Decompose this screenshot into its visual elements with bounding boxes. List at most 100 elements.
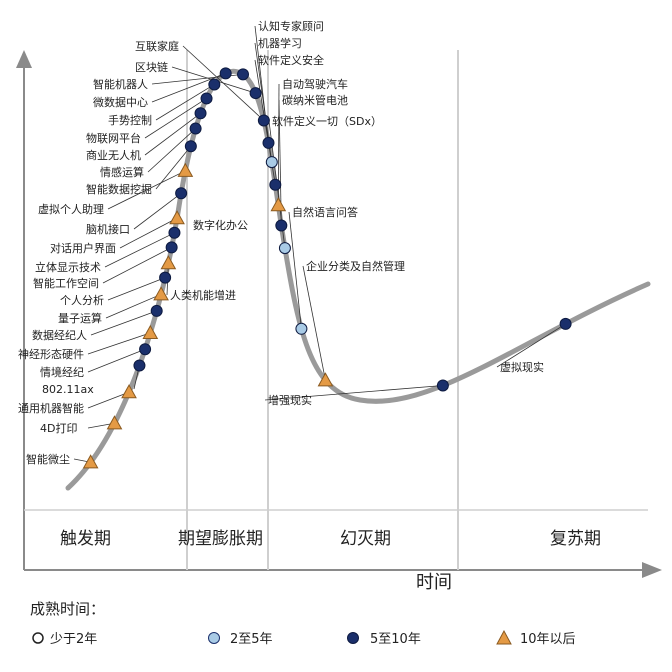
point-2-marker (121, 384, 137, 399)
point-18-label: 物联网平台 (86, 131, 141, 145)
point-8-label: 个人分析 (60, 293, 104, 307)
point-32-leader (264, 385, 443, 401)
point-31-marker (317, 372, 334, 387)
y-axis-arrow (16, 50, 32, 68)
point-5-label: 神经形态硬件 (18, 347, 84, 361)
point-18-leader (144, 98, 207, 139)
point-12-leader (119, 217, 178, 249)
point-20-label: 微数据中心 (93, 95, 148, 109)
point-23-leader (182, 45, 265, 121)
point-15-leader (155, 145, 192, 190)
point-7-label: 量子运算 (58, 311, 102, 325)
point-19-leader (155, 84, 215, 121)
point-16-leader (147, 128, 196, 173)
point-13-marker (175, 187, 188, 200)
point-28-label: 碳纳米管电池 (282, 93, 348, 107)
point-14-marker (177, 162, 194, 177)
point-7-leader (105, 293, 162, 319)
point-33-leader (496, 323, 566, 368)
point-0-marker (82, 454, 99, 469)
point-26-label: 软件定义安全 (258, 53, 324, 67)
point-5-leader (87, 332, 151, 355)
point-25-label: 机器学习 (258, 36, 302, 50)
point-29-marker (278, 242, 291, 255)
point-8-leader (107, 277, 166, 301)
point-10-label: 智能工作空间 (33, 276, 99, 290)
point-10-leader (102, 247, 172, 284)
legend-marker-lt2 (32, 632, 44, 644)
point-1-label: 4D打印 (40, 421, 77, 435)
point-31-leader (302, 265, 326, 381)
phase-trough: 幻灭期 (340, 529, 391, 549)
point-30-leader (288, 211, 302, 329)
phase-peak: 期望膨胀期 (178, 529, 263, 549)
point-25-marker (265, 156, 278, 169)
point-32-label: 增强现实 (268, 393, 312, 407)
point-17-leader (144, 112, 201, 156)
point-14-leader (107, 170, 186, 210)
point-6-label: 数据经纪人 (32, 328, 87, 342)
point-6-marker (150, 304, 163, 317)
legend-title: 成熟时间： (30, 600, 105, 618)
legend-label-gt10: 10年以后 (520, 632, 576, 647)
point-27-label: 自动驾驶汽车 (282, 77, 348, 91)
point-32-marker (436, 379, 449, 392)
point-5-marker (142, 324, 159, 339)
point-30-marker (295, 322, 308, 335)
point-12-marker (169, 210, 185, 225)
point-labels: 智能微尘 4D打印 通用机器智能 802.11ax 情境经纪 神经形态硬件 数据经纪人 量子运… (18, 19, 544, 466)
point-4-label: 情境经纪 (40, 365, 84, 379)
phase-labels: 触发期 期望膨胀期 幻灭期 复苏期 (60, 529, 601, 549)
legend-marker-5to10 (347, 632, 359, 644)
data-markers (82, 67, 572, 469)
point-19-label: 手势控制 (108, 113, 152, 127)
point-24-marker (262, 136, 275, 149)
point-33-label: 虚拟现实 (500, 360, 544, 374)
leader-lines (73, 25, 566, 463)
point-15-label: 智能数据挖掘 (86, 182, 152, 196)
point-17-label: 商业无人机 (86, 148, 141, 162)
point-1-marker (106, 415, 123, 430)
point-27-marker (270, 197, 287, 212)
phase-trigger: 触发期 (60, 529, 111, 549)
point-21-marker (237, 68, 250, 81)
point-19-marker (208, 78, 221, 91)
point-18-marker (200, 92, 213, 105)
point-2-leader (87, 391, 130, 409)
x-axis-label: 时间 (416, 572, 452, 593)
point-13-label: 脑机接口 (86, 222, 130, 236)
legend-label-lt2: 少于2年 (50, 632, 97, 647)
point-16-label: 情感运算 (100, 165, 144, 179)
point-10-marker (165, 241, 178, 254)
point-20-marker (219, 67, 232, 80)
legend: 成熟时间： 少于2年 2至5年 5至10年 10年以后 (30, 600, 576, 647)
point-21-label: 智能机器人 (93, 77, 148, 91)
point-11-marker (168, 226, 181, 239)
point-13-leader (133, 192, 182, 230)
point-12-label: 对话用户界面 (50, 241, 116, 255)
point-16-marker (189, 122, 202, 135)
phase-slope: 复苏期 (550, 529, 601, 549)
point-15-marker (184, 140, 197, 153)
point-23-label: 互联家庭 (135, 39, 179, 53)
legend-marker-gt10 (496, 629, 512, 645)
point-2-label: 通用机器智能 (18, 401, 84, 415)
point-11-leader (104, 232, 175, 268)
point-9-marker (160, 255, 177, 270)
point-22-marker (249, 87, 262, 100)
hype-curve (65, 68, 651, 491)
legend-label-2to5: 2至5年 (230, 632, 273, 647)
point-6-leader (90, 310, 157, 336)
point-31-label: 企业分类及自然管理 (306, 259, 405, 273)
point-17-marker (194, 107, 207, 120)
point-28-marker (275, 219, 288, 232)
point-14-label: 虚拟个人助理 (38, 202, 104, 216)
point-24-label: 认知专家顾问 (258, 19, 324, 33)
axes (16, 50, 662, 578)
point-4-leader (87, 348, 146, 373)
x-axis-arrow (642, 562, 662, 578)
point-4-marker (139, 343, 152, 356)
point-9-label: 人类机能增进 (170, 288, 236, 302)
point-0-label: 智能微尘 (26, 452, 70, 466)
